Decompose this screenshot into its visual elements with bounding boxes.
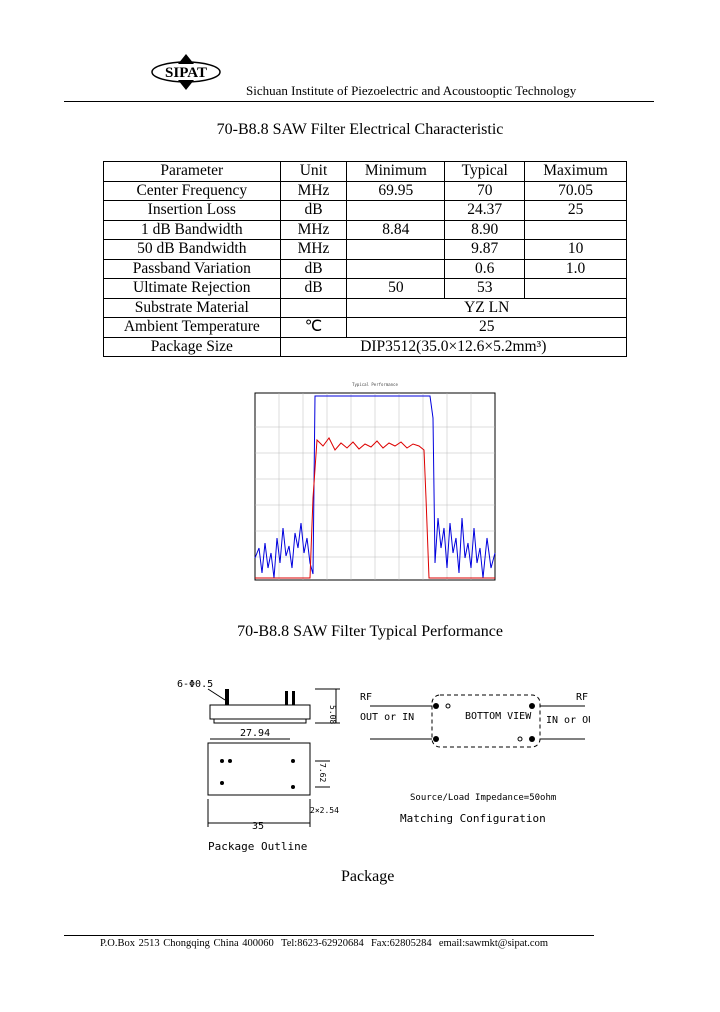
table-cell: Insertion Loss <box>103 200 281 221</box>
table-cell: Parameter <box>103 161 281 182</box>
table-cell: Ultimate Rejection <box>103 278 281 299</box>
institute: Sichuan Institute of Piezoelectric and A… <box>246 83 577 98</box>
table-cell: 50 <box>346 278 446 299</box>
rf-left: RF <box>360 692 372 703</box>
pins-label: 6-Φ0.5 <box>177 679 213 690</box>
tel: Tel:8623-62920684 <box>281 938 364 949</box>
email: email:sawmkt@sipat.com <box>438 938 548 949</box>
table-cell: MHz <box>279 219 348 240</box>
table-cell: 9.87 <box>444 239 526 260</box>
table-cell <box>279 297 348 318</box>
table-cell <box>524 219 627 240</box>
table-row: 1 dB Bandwidth MHz 8.84 8.90 <box>103 219 627 240</box>
table-cell: MHz <box>279 239 348 260</box>
table-cell: MHz <box>279 180 348 201</box>
fax: Fax:62805284 <box>370 938 432 949</box>
table-cell: dB <box>279 200 348 221</box>
table-cell: Maximum <box>524 161 627 182</box>
table-row: 50 dB Bandwidth MHz 9.87 10 <box>103 239 627 260</box>
table-row: Passband Variation dB 0.6 1.0 <box>103 258 627 279</box>
rule <box>64 101 654 102</box>
rule <box>64 935 594 936</box>
outline-caption: Package Outline <box>208 840 307 853</box>
bottom-view: BOTTOM VIEW <box>465 711 532 722</box>
logo: SIPAT <box>151 54 221 90</box>
table-cell: dB <box>279 258 348 279</box>
footer: P.O.Box 2513 Chongqing China 400060 Tel:… <box>100 938 548 949</box>
table-row: Substrate Material YZ LN <box>103 297 627 318</box>
table-cell <box>346 239 446 260</box>
table-cell: Substrate Material <box>103 297 281 318</box>
svg-text:Typical Performance: Typical Performance <box>352 382 398 387</box>
package-title: Package <box>341 868 395 885</box>
pin-pitch-label: 2×2.54 <box>310 806 339 815</box>
table-cell <box>346 258 446 279</box>
table-row: Ambient Temperature ℃ 25 <box>103 317 627 338</box>
table-cell: 8.84 <box>346 219 446 240</box>
table-cell: 1.0 <box>524 258 627 279</box>
rf-right: RF <box>576 692 588 703</box>
table-cell: 25 <box>346 317 627 338</box>
table-cell: Center Frequency <box>103 180 281 201</box>
table-cell <box>346 200 446 221</box>
package-drawing: 6-Φ0.5 5.08 27.94 7.62 2×2.54 35 Package… <box>177 679 590 853</box>
table-cell: 70 <box>444 180 526 201</box>
table-cell: 8.90 <box>444 219 526 240</box>
port-left: OUT or IN <box>360 712 414 723</box>
table-cell: 0.6 <box>444 258 526 279</box>
table-cell: 1 dB Bandwidth <box>103 219 281 240</box>
table-cell: DIP3512(35.0×12.6×5.2mm³) <box>279 336 628 357</box>
table-cell: 53 <box>444 278 526 299</box>
table-cell: Unit <box>279 161 348 182</box>
table-cell <box>524 278 627 299</box>
table-cell: dB <box>279 278 348 299</box>
table-cell: 24.37 <box>444 200 526 221</box>
performance-plot: Typical Performance <box>254 382 496 581</box>
port-right: IN or OUT <box>546 715 590 726</box>
header-row: Parameter Unit Minimum Typical Maximum <box>103 161 627 182</box>
table-cell: Typical <box>444 161 526 182</box>
performance-title: 70-B8.8 SAW Filter Typical Performance <box>237 623 503 640</box>
logo-text: SIPAT <box>165 65 207 81</box>
table-cell: Passband Variation <box>103 258 281 279</box>
table-cell: 50 dB Bandwidth <box>103 239 281 260</box>
table-cell: 10 <box>524 239 627 260</box>
length-label: 35 <box>252 821 264 832</box>
address: P.O.Box 2513 Chongqing China 400060 <box>100 938 274 949</box>
spec-table: Parameter Unit Minimum Typical Maximum Center… <box>103 161 628 357</box>
height-label: 5.08 <box>328 705 337 724</box>
table-cell: 25 <box>524 200 627 221</box>
table-row: Center Frequency MHz 69.95 70 70.05 <box>103 180 627 201</box>
table-cell: Minimum <box>346 161 446 182</box>
table-cell: ℃ <box>279 317 348 338</box>
row-pitch-label: 7.62 <box>318 763 327 782</box>
table-cell: 70.05 <box>524 180 627 201</box>
table-row: Insertion Loss dB 24.37 25 <box>103 200 627 221</box>
table-cell: Ambient Temperature <box>103 317 281 338</box>
impedance: Source/Load Impedance=50ohm <box>410 793 556 803</box>
width-pitch-label: 27.94 <box>240 728 270 739</box>
doc-title: 70-B8.8 SAW Filter Electrical Characteri… <box>216 121 504 138</box>
table-cell: Package Size <box>103 336 281 357</box>
matching-caption: Matching Configuration <box>400 812 546 825</box>
table-cell: YZ LN <box>346 297 627 318</box>
table-row: Package Size DIP3512(35.0×12.6×5.2mm³) <box>103 336 628 357</box>
table-row: Ultimate Rejection dB 50 53 <box>103 278 627 299</box>
table-cell: 69.95 <box>346 180 446 201</box>
